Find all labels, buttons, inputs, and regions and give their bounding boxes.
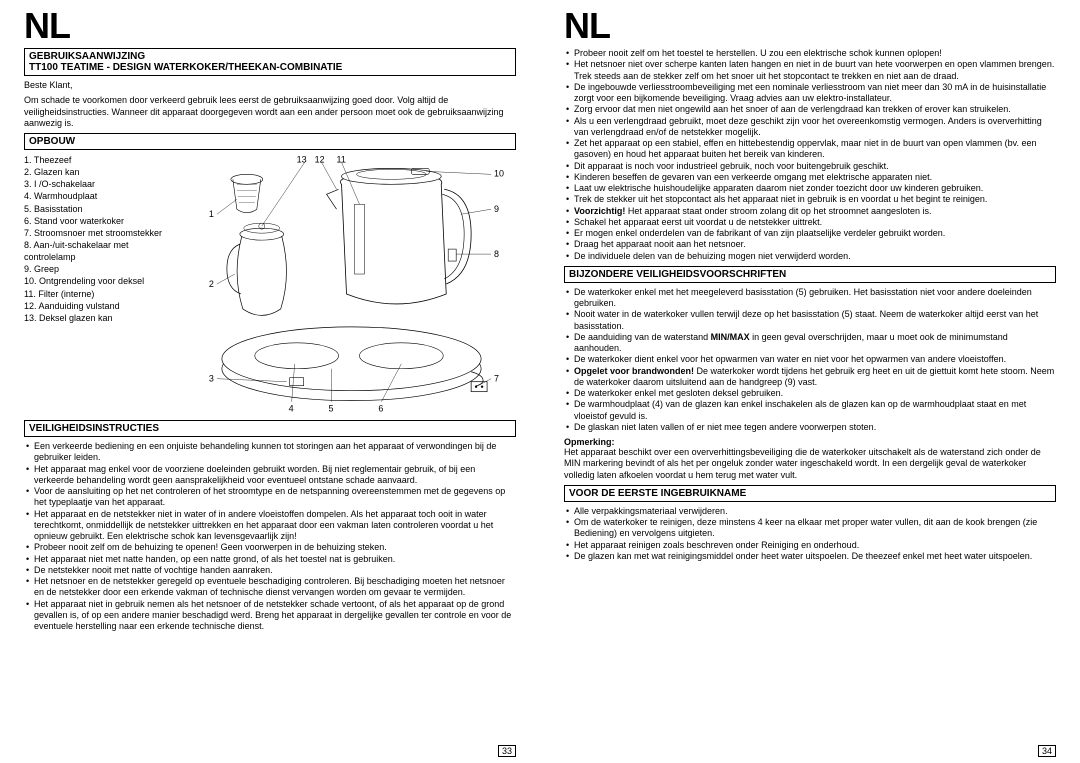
part-item: 9. Greep [24, 263, 179, 275]
safety-item: Het apparaat en de netstekker niet in wa… [24, 509, 516, 543]
safety-item: Er mogen enkel onderdelen van de fabrika… [564, 228, 1056, 239]
safety-item: De netstekker nooit met natte of vochtig… [24, 565, 516, 576]
safety-item: De ingebouwde verliesstroombeveiliging m… [564, 82, 1056, 105]
special-item: De aanduiding van de waterstand MIN/MAX … [564, 332, 1056, 355]
diagram-num: 8 [494, 249, 499, 259]
special-list: De waterkoker enkel met het meegeleverd … [564, 287, 1056, 433]
safety-item: Trek de stekker uit het stopcontact als … [564, 194, 1056, 205]
part-item: 2. Glazen kan [24, 166, 179, 178]
special-item: De warmhoudplaat (4) van de glazen kan e… [564, 399, 1056, 422]
diagram-num: 5 [329, 404, 334, 414]
safety-item: Voorzichtig! Het apparaat staat onder st… [564, 206, 1056, 217]
intro-text: Om schade te voorkomen door verkeerd geb… [24, 95, 516, 129]
note-label: Opmerking: [564, 437, 1056, 447]
firstuse-list: Alle verpakkingsmateriaal verwijderen. O… [564, 506, 1056, 562]
diagram-num: 10 [494, 168, 504, 178]
safety-cont-list: Probeer nooit zelf om het toestel te her… [564, 48, 1056, 262]
parts-row: 1. Theezeef 2. Glazen kan 3. I /O-schake… [24, 154, 516, 414]
greeting: Beste Klant, [24, 80, 516, 91]
safety-item: Een verkeerde bediening en een onjuiste … [24, 441, 516, 464]
safety-list: Een verkeerde bediening en een onjuiste … [24, 441, 516, 632]
part-item: 7. Stroomsnoer met stroomstekker [24, 227, 179, 239]
safety-item: Het apparaat niet in gebruik nemen als h… [24, 599, 516, 633]
lang-header-right: NL [564, 8, 1056, 44]
safety-item: Dit apparaat is noch voor industrieel ge… [564, 161, 1056, 172]
diagram-num: 7 [494, 374, 499, 384]
special-box: BIJZONDERE VEILIGHEIDSVOORSCHRIFTEN [564, 266, 1056, 283]
safety-item: De individuele delen van de behuizing mo… [564, 251, 1056, 262]
safety-title: VEILIGHEIDSINSTRUCTIES [29, 423, 511, 434]
firstuse-item: De glazen kan met wat reinigingsmiddel o… [564, 551, 1056, 562]
page-number-left: 33 [498, 745, 516, 757]
diagram-num: 6 [378, 404, 383, 414]
part-item: 12. Aanduiding vulstand [24, 300, 179, 312]
parts-list: 1. Theezeef 2. Glazen kan 3. I /O-schake… [24, 154, 179, 414]
part-item: 6. Stand voor waterkoker [24, 215, 179, 227]
special-title: BIJZONDERE VEILIGHEIDSVOORSCHRIFTEN [569, 269, 1051, 280]
page-left: NL GEBRUIKSAANWIJZING TT100 TEATIME - DE… [0, 0, 540, 763]
safety-item: Het apparaat niet met natte handen, op e… [24, 554, 516, 565]
safety-item: Probeer nooit zelf om de behuizing te op… [24, 542, 516, 553]
title-box: GEBRUIKSAANWIJZING TT100 TEATIME - DESIG… [24, 48, 516, 76]
firstuse-box: VOOR DE EERSTE INGEBRUIKNAME [564, 485, 1056, 502]
title-line2: TT100 TEATIME - DESIGN WATERKOKER/THEEKA… [29, 62, 511, 73]
part-item: 4. Warmhoudplaat [24, 190, 179, 202]
special-item: De glaskan niet laten vallen of er niet … [564, 422, 1056, 433]
opbouw-title: OPBOUW [29, 136, 511, 147]
safety-item: Kinderen beseffen de gevaren van een ver… [564, 172, 1056, 183]
diagram-num: 13 [297, 154, 307, 164]
safety-box: VEILIGHEIDSINSTRUCTIES [24, 420, 516, 437]
firstuse-item: Alle verpakkingsmateriaal verwijderen. [564, 506, 1056, 517]
diagram-num: 1 [209, 209, 214, 219]
diagram-num: 3 [209, 374, 214, 384]
safety-item: Zorg ervoor dat men niet ongewild aan he… [564, 104, 1056, 115]
diagram-num: 9 [494, 204, 499, 214]
diagram-num: 2 [209, 279, 214, 289]
part-item: 10. Ontgrendeling voor deksel [24, 275, 179, 287]
diagram-num: 11 [337, 154, 346, 164]
firstuse-title: VOOR DE EERSTE INGEBRUIKNAME [569, 488, 1051, 499]
safety-item: Het apparaat mag enkel voor de voorziene… [24, 464, 516, 487]
safety-item: Laat uw elektrische huishoudelijke appar… [564, 183, 1056, 194]
safety-item: Draag het apparaat nooit aan het netsnoe… [564, 239, 1056, 250]
page-right: NL Probeer nooit zelf om het toestel te … [540, 0, 1080, 763]
diagram-num: 4 [289, 404, 294, 414]
special-item: De waterkoker enkel met het meegeleverd … [564, 287, 1056, 310]
opbouw-box: OPBOUW [24, 133, 516, 150]
safety-item: Voor de aansluiting op het net controler… [24, 486, 516, 509]
special-item: De waterkoker enkel met gesloten deksel … [564, 388, 1056, 399]
product-diagram: 1 2 3 4 5 6 7 8 9 10 11 12 13 [187, 154, 516, 414]
lang-header-left: NL [24, 8, 516, 44]
special-item: Nooit water in de waterkoker vullen terw… [564, 309, 1056, 332]
page-number-right: 34 [1038, 745, 1056, 757]
special-item: Opgelet voor brandwonden! De waterkoker … [564, 366, 1056, 389]
safety-item: Als u een verlengdraad gebruikt, moet de… [564, 116, 1056, 139]
special-item: De waterkoker dient enkel voor het opwar… [564, 354, 1056, 365]
safety-item: Het netsnoer en de netstekker geregeld o… [24, 576, 516, 599]
safety-item: Het netsnoer niet over scherpe kanten la… [564, 59, 1056, 82]
part-item: 13. Deksel glazen kan [24, 312, 179, 324]
title-line1: GEBRUIKSAANWIJZING [29, 51, 511, 62]
firstuse-item: Het apparaat reinigen zoals beschreven o… [564, 540, 1056, 551]
part-item: 11. Filter (interne) [24, 288, 179, 300]
part-item: 3. I /O-schakelaar [24, 178, 179, 190]
part-item: controlelamp [24, 251, 179, 263]
safety-item: Schakel het apparaat eerst uit voordat u… [564, 217, 1056, 228]
note-text: Het apparaat beschikt over een oververhi… [564, 447, 1056, 481]
safety-item: Zet het apparaat op een stabiel, effen e… [564, 138, 1056, 161]
diagram-num: 12 [315, 154, 325, 164]
safety-item: Probeer nooit zelf om het toestel te her… [564, 48, 1056, 59]
part-item: 1. Theezeef [24, 154, 179, 166]
firstuse-item: Om de waterkoker te reinigen, deze minst… [564, 517, 1056, 540]
part-item: 5. Basisstation [24, 203, 179, 215]
part-item: 8. Aan-/uit-schakelaar met [24, 239, 179, 251]
